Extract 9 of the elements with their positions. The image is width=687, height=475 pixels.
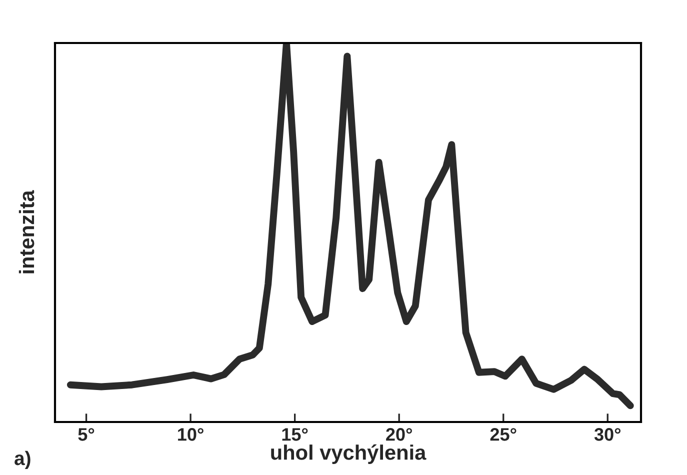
- y-axis-title: intenzita: [18, 190, 34, 274]
- x-tick-label: 10°: [178, 428, 204, 441]
- x-axis-title: uhol vychýlenia: [271, 444, 426, 464]
- text: a): [14, 450, 30, 470]
- x-tick-label: 15°: [282, 428, 308, 441]
- x-tick-label: 5°: [78, 428, 94, 441]
- x-tick-label: 20°: [386, 428, 412, 441]
- x-tick-label: 30°: [594, 428, 621, 441]
- x-tick-label: 25°: [490, 428, 516, 441]
